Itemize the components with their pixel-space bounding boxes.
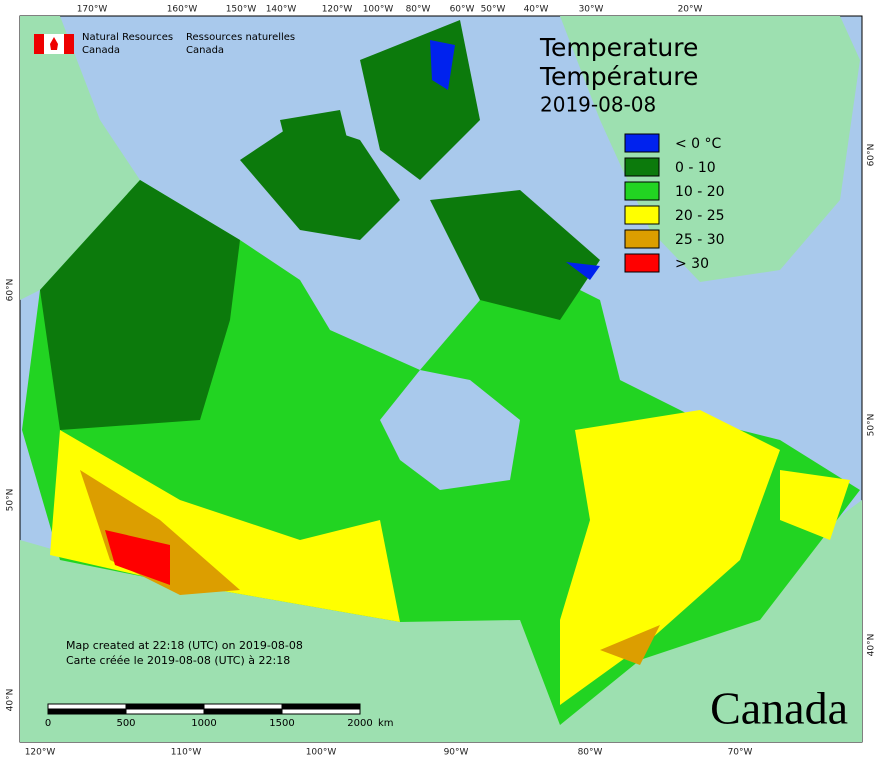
top-label: 30°W [579, 5, 604, 15]
bottom-label: 110°W [171, 748, 202, 758]
top-label: 40°W [524, 5, 549, 15]
scale-segment [125, 708, 205, 715]
legend-swatch [624, 229, 660, 249]
bottom-label: 70°W [728, 748, 753, 758]
bc-hottest [105, 530, 170, 585]
top-label: 120°W [322, 5, 353, 15]
scale-label: 1500 [269, 718, 294, 729]
bottom-label: 80°W [578, 748, 603, 758]
scale-label: 500 [116, 718, 135, 729]
legend-swatch [624, 181, 660, 201]
agency-fr: Ressources naturelles [186, 32, 295, 43]
scale-segment [281, 708, 361, 715]
scale-segment [125, 703, 205, 710]
right-label: 40°N [867, 634, 877, 657]
northwest-cool [40, 180, 240, 430]
scale-segment [47, 708, 127, 715]
ice-cap [430, 40, 455, 90]
baffin [430, 190, 600, 320]
bottom-label: 120°W [25, 748, 56, 758]
legend-label: < 0 °C [675, 136, 722, 152]
left-label: 50°N [6, 489, 16, 512]
scale-label: 1000 [191, 718, 216, 729]
top-label: 150°W [226, 5, 257, 15]
bottom-label: 90°W [444, 748, 469, 758]
alaska [20, 16, 140, 300]
scale-segment [203, 708, 283, 715]
legend-swatch [624, 133, 660, 153]
top-label: 100°W [363, 5, 394, 15]
maritimes-warm [780, 470, 850, 540]
top-label: 60°W [450, 5, 475, 15]
legend: < 0 °C 0 - 10 10 - 20 20 - 25 25 - 30 > 30 [624, 133, 725, 273]
arctic-island [240, 120, 400, 240]
legend-swatch [624, 205, 660, 225]
credit-fr: Carte créée le 2019-08-08 (UTC) à 22:18 [66, 654, 290, 667]
legend-label: 10 - 20 [675, 184, 725, 200]
ice-cap [566, 262, 600, 280]
legend-label: 0 - 10 [675, 160, 716, 176]
legend-label: > 30 [675, 256, 709, 272]
scale-bar: 0 500 1000 1500 2000 km [45, 703, 394, 729]
bottom-label: 100°W [306, 748, 337, 758]
top-label: 160°W [167, 5, 198, 15]
ontario-hot [600, 625, 660, 665]
scale-unit: km [378, 718, 394, 729]
scale-segment [47, 703, 127, 710]
prairies-warm [50, 430, 400, 622]
flag-bar [34, 34, 44, 54]
title-date: 2019-08-08 [540, 93, 656, 117]
country-en: Canada [82, 45, 120, 56]
hudson-bay [380, 370, 520, 490]
title-fr: Température [539, 62, 698, 91]
credit-en: Map created at 22:18 (UTC) on 2019-08-08 [66, 639, 303, 652]
arctic-island [280, 110, 350, 160]
legend-swatch [624, 253, 660, 273]
left-label: 60°N [6, 279, 16, 302]
graticule-labels: 170°W 160°W 150°W 140°W 120°W 100°W 80°W 60°W 50… [6, 5, 877, 758]
wordmark: Canada [710, 683, 848, 734]
legend-label: 25 - 30 [675, 232, 725, 248]
legend-swatch [624, 157, 660, 177]
left-label: 40°N [6, 689, 16, 712]
legend-label: 20 - 25 [675, 208, 725, 224]
right-label: 50°N [867, 414, 877, 437]
flag-bar [64, 34, 74, 54]
country-fr: Canada [186, 45, 224, 56]
top-label: 140°W [266, 5, 297, 15]
scale-segment [281, 703, 361, 710]
flag [34, 34, 74, 54]
scale-label: 0 [45, 718, 51, 729]
top-label: 170°W [77, 5, 108, 15]
land [20, 16, 862, 742]
title-en: Temperature [539, 33, 698, 62]
scale-segment [203, 703, 283, 710]
right-label: 60°N [867, 144, 877, 167]
flag-leaf [50, 37, 58, 50]
top-label: 80°W [406, 5, 431, 15]
top-label: 20°W [678, 5, 703, 15]
quebec-warm [560, 410, 780, 705]
agency-en: Natural Resources [82, 32, 173, 43]
scale-label: 2000 [347, 718, 372, 729]
greenland [560, 16, 860, 282]
top-label: 50°W [481, 5, 506, 15]
